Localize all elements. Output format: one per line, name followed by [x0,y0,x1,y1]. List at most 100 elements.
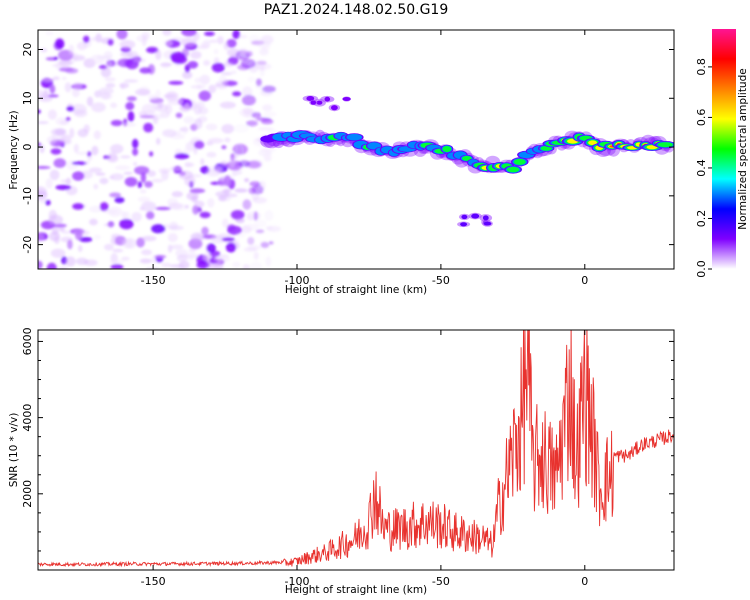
noise-blob [54,235,60,245]
colorbar-ticks: 0.0 0.2 0.4 0.6 0.8 [695,58,712,278]
noise-blob [110,102,118,109]
chart-title: PAZ1.2024.148.02.50.G19 [264,2,449,18]
noise-blob [194,140,205,149]
noise-blob [115,165,130,171]
noise-blob [230,70,237,75]
noise-blob [234,188,248,193]
noise-blob [223,62,234,67]
noise-blob [119,82,130,89]
noise-blob [89,167,102,173]
noise-blob [155,206,171,211]
noise-blob [45,199,51,206]
noise-blob [203,39,211,45]
snr-frame [37,329,675,571]
noise-blob [127,111,135,122]
noise-blob [214,261,224,269]
noise-blob [155,89,161,99]
noise-blob [221,189,232,193]
noise-blob [151,178,164,183]
noise-blob [256,40,271,49]
heatmap-x-tick-label: -50 [432,274,450,287]
noise-blob [199,74,211,85]
ridge-blob [513,158,526,165]
noise-blob [147,170,157,177]
noise-blob [95,172,106,176]
noise-speckle [38,30,281,269]
noise-blob [89,205,103,213]
noise-blob [72,171,85,181]
noise-blob [100,92,111,100]
noise-blob [163,39,173,47]
noise-blob [131,212,142,222]
noise-blob [55,38,65,49]
noise-blob [188,248,196,254]
noise-blob [168,167,184,171]
noise-blob [124,177,138,187]
noise-blob [40,48,48,53]
noise-blob [143,122,154,133]
noise-blob [141,36,147,47]
noise-blob [133,58,146,63]
noise-blob [242,86,253,98]
noise-blob [66,106,75,112]
noise-blob [184,162,195,167]
noise-blob [265,256,272,267]
noise-blob [136,237,145,248]
noise-blob [109,192,121,198]
noise-blob [155,49,162,60]
noise-blob [139,189,147,194]
noise-blob [137,196,151,203]
noise-blob [255,78,262,87]
noise-blob [76,42,88,51]
noise-blob [38,142,42,147]
noise-blob [38,232,45,243]
noise-blob [264,156,271,161]
noise-blob [164,104,173,115]
noise-blob [262,104,273,112]
noise-blob [176,254,188,262]
noise-blob [89,218,98,226]
noise-blob [55,184,72,190]
heatmap-x-axis-label: Height of straight line (km) [285,284,427,296]
noise-blob [49,169,60,181]
noise-blob [38,166,51,169]
ridge-blob [540,146,552,151]
noise-blob [223,41,229,51]
noise-blob [58,226,66,232]
noise-blob [167,244,173,253]
noise-blob [198,90,211,102]
noise-blob [119,218,134,230]
noise-blob [95,33,102,43]
noise-blob [257,127,274,131]
noise-blob [167,232,178,243]
noise-blob [255,229,265,234]
noise-blob [51,226,59,235]
noise-blob [194,77,201,84]
noise-blob [170,244,184,250]
snr-y-tick-label: 2000 [21,480,34,508]
noise-blob [184,204,189,209]
noise-blob [241,94,256,106]
noise-blob [211,62,225,73]
noise-blob [242,223,259,231]
noise-blob [83,124,90,133]
noise-blob [103,223,115,227]
noise-blob [38,260,43,269]
noise-blob [145,266,160,269]
noise-blob [227,225,242,235]
snr-y-ticks: 2000 4000 6000 [21,327,674,552]
noise-blob [75,151,90,155]
noise-blob [162,30,172,36]
noise-blob [78,236,93,243]
heatmap-frame [37,29,675,270]
noise-blob [38,121,49,125]
noise-blob [75,257,89,265]
noise-blob [213,48,219,55]
noise-blob [110,119,123,127]
noise-blob [104,77,116,82]
noise-blob [189,188,206,194]
noise-blob [83,35,90,43]
noise-blob [225,242,236,253]
noise-blob [265,226,273,230]
noise-blob [64,82,72,93]
